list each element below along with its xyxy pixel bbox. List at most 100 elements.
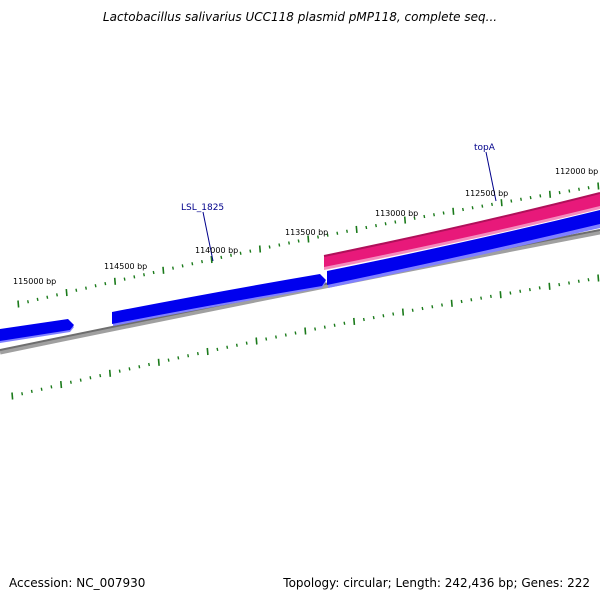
- outer-scale-minor-tick: [249, 249, 252, 253]
- inner-scale-minor-tick: [196, 351, 199, 356]
- outer-scale-minor-tick: [529, 195, 532, 200]
- outer-scale-minor-tick: [384, 222, 387, 226]
- gene-label-topa[interactable]: topA: [474, 143, 496, 153]
- inner-scale-minor-tick: [21, 392, 24, 396]
- inner-scale-major-tick: [597, 274, 600, 282]
- outer-scale-minor-tick: [27, 300, 29, 304]
- inner-scale-minor-tick: [226, 345, 229, 349]
- inner-scale-major-tick: [401, 308, 405, 316]
- inner-scale-minor-tick: [362, 317, 365, 322]
- inner-scale-major-tick: [108, 369, 112, 377]
- outer-scale-minor-tick: [288, 241, 290, 245]
- accession-label: Accession: NC_007930: [9, 576, 146, 590]
- outer-scale-minor-tick: [46, 295, 49, 299]
- inner-scale-minor-tick: [216, 347, 219, 352]
- inner-scale-minor-tick: [69, 380, 72, 384]
- outer-scale-minor-tick: [462, 207, 464, 212]
- inner-scale-minor-tick: [470, 298, 473, 302]
- inner-scale-minor-tick: [480, 296, 483, 300]
- outer-scale-minor-tick: [123, 277, 126, 281]
- inner-scale-minor-tick: [558, 282, 561, 287]
- outer-scale-major-tick: [500, 199, 503, 207]
- scale-label-113500: 113500 bp: [285, 228, 328, 237]
- inner-scale-minor-tick: [138, 365, 141, 369]
- inner-scale-major-tick: [11, 392, 14, 400]
- outer-scale-minor-tick: [317, 235, 319, 239]
- inner-scale-major-tick: [353, 317, 356, 325]
- scale-label-114000: 114000 bp: [195, 246, 238, 255]
- outer-scale-minor-tick: [394, 220, 397, 224]
- outer-scale-major-tick: [65, 289, 68, 297]
- outer-scale-minor-tick: [75, 288, 78, 292]
- outer-scale-major-tick: [162, 266, 165, 274]
- outer-scale-track: [17, 182, 600, 308]
- inner-scale-minor-tick: [89, 376, 92, 380]
- inner-scale-minor-tick: [99, 373, 102, 378]
- inner-scale-minor-tick: [167, 358, 170, 362]
- outer-scale-major-tick: [548, 190, 552, 198]
- gene-feature-lsl-1825[interactable]: [112, 274, 326, 326]
- inner-scale-minor-tick: [275, 335, 277, 339]
- outer-scale-minor-tick: [336, 231, 339, 235]
- inner-scale-minor-tick: [187, 354, 190, 358]
- outer-scale-major-tick: [597, 182, 600, 190]
- inner-scale-minor-tick: [265, 337, 268, 341]
- outer-scale-minor-tick: [143, 273, 145, 277]
- outer-scale-minor-tick: [365, 225, 368, 230]
- outer-scale-major-tick: [355, 225, 358, 233]
- outer-scale-minor-tick: [220, 255, 223, 260]
- outer-scale-minor-tick: [520, 197, 522, 201]
- outer-scale-minor-tick: [346, 229, 348, 233]
- outer-scale-minor-tick: [56, 293, 58, 297]
- inner-scale-minor-tick: [40, 387, 43, 391]
- inner-scale-minor-tick: [421, 306, 424, 311]
- outer-scale-minor-tick: [297, 239, 300, 243]
- outer-scale-minor-tick: [413, 216, 416, 220]
- inner-scale-major-tick: [255, 337, 258, 345]
- outer-scale-major-tick: [403, 216, 407, 224]
- inner-scale-minor-tick: [382, 314, 385, 318]
- inner-scale-major-tick: [304, 327, 307, 335]
- inner-scale-major-tick: [60, 381, 63, 389]
- inner-scale-minor-tick: [343, 321, 346, 325]
- outer-scale-minor-tick: [539, 194, 542, 198]
- scale-label-115000: 115000 bp: [13, 277, 56, 286]
- gene-feature-left[interactable]: [0, 319, 74, 343]
- inner-scale-major-tick: [450, 299, 453, 307]
- inner-scale-minor-tick: [118, 369, 121, 373]
- inner-scale-minor-tick: [392, 312, 395, 316]
- gene-feature-right[interactable]: [327, 210, 600, 288]
- outer-scale-major-tick: [113, 277, 117, 285]
- inner-scale-minor-tick: [509, 291, 512, 295]
- inner-scale-minor-tick: [528, 287, 531, 292]
- topology-summary: Topology: circular; Length: 242,436 bp; …: [283, 576, 590, 590]
- inner-scale-minor-tick: [245, 341, 248, 345]
- inner-scale-minor-tick: [441, 303, 443, 307]
- inner-scale-minor-tick: [372, 315, 375, 320]
- outer-scale-minor-tick: [181, 264, 184, 268]
- map-title: Lactobacillus salivarius UCC118 plasmid …: [102, 10, 498, 24]
- inner-scale-major-tick: [499, 291, 502, 299]
- inner-scale-minor-tick: [431, 305, 434, 309]
- outer-scale-minor-tick: [172, 266, 174, 270]
- gene-label-lsl-1825[interactable]: LSL_1825: [181, 203, 224, 213]
- outer-scale-major-tick: [17, 300, 20, 308]
- outer-scale-minor-tick: [587, 186, 590, 190]
- outer-scale-minor-tick: [442, 211, 445, 215]
- inner-scale-minor-tick: [333, 323, 336, 327]
- scale-label-113000: 113000 bp: [375, 209, 418, 218]
- inner-scale-minor-tick: [128, 367, 131, 371]
- outer-scale-minor-tick: [278, 243, 281, 247]
- inner-scale-minor-tick: [177, 356, 180, 360]
- outer-scale-minor-tick: [85, 286, 87, 290]
- gene-feature-topa[interactable]: [323, 192, 600, 270]
- outer-scale-major-tick: [452, 207, 455, 215]
- outer-scale-minor-tick: [471, 206, 474, 210]
- outer-scale-minor-tick: [568, 189, 571, 193]
- outer-scale-minor-tick: [94, 284, 97, 288]
- outer-scale-major-tick: [258, 245, 262, 253]
- outer-scale-major-tick: [210, 255, 213, 264]
- inner-scale-minor-tick: [235, 343, 238, 347]
